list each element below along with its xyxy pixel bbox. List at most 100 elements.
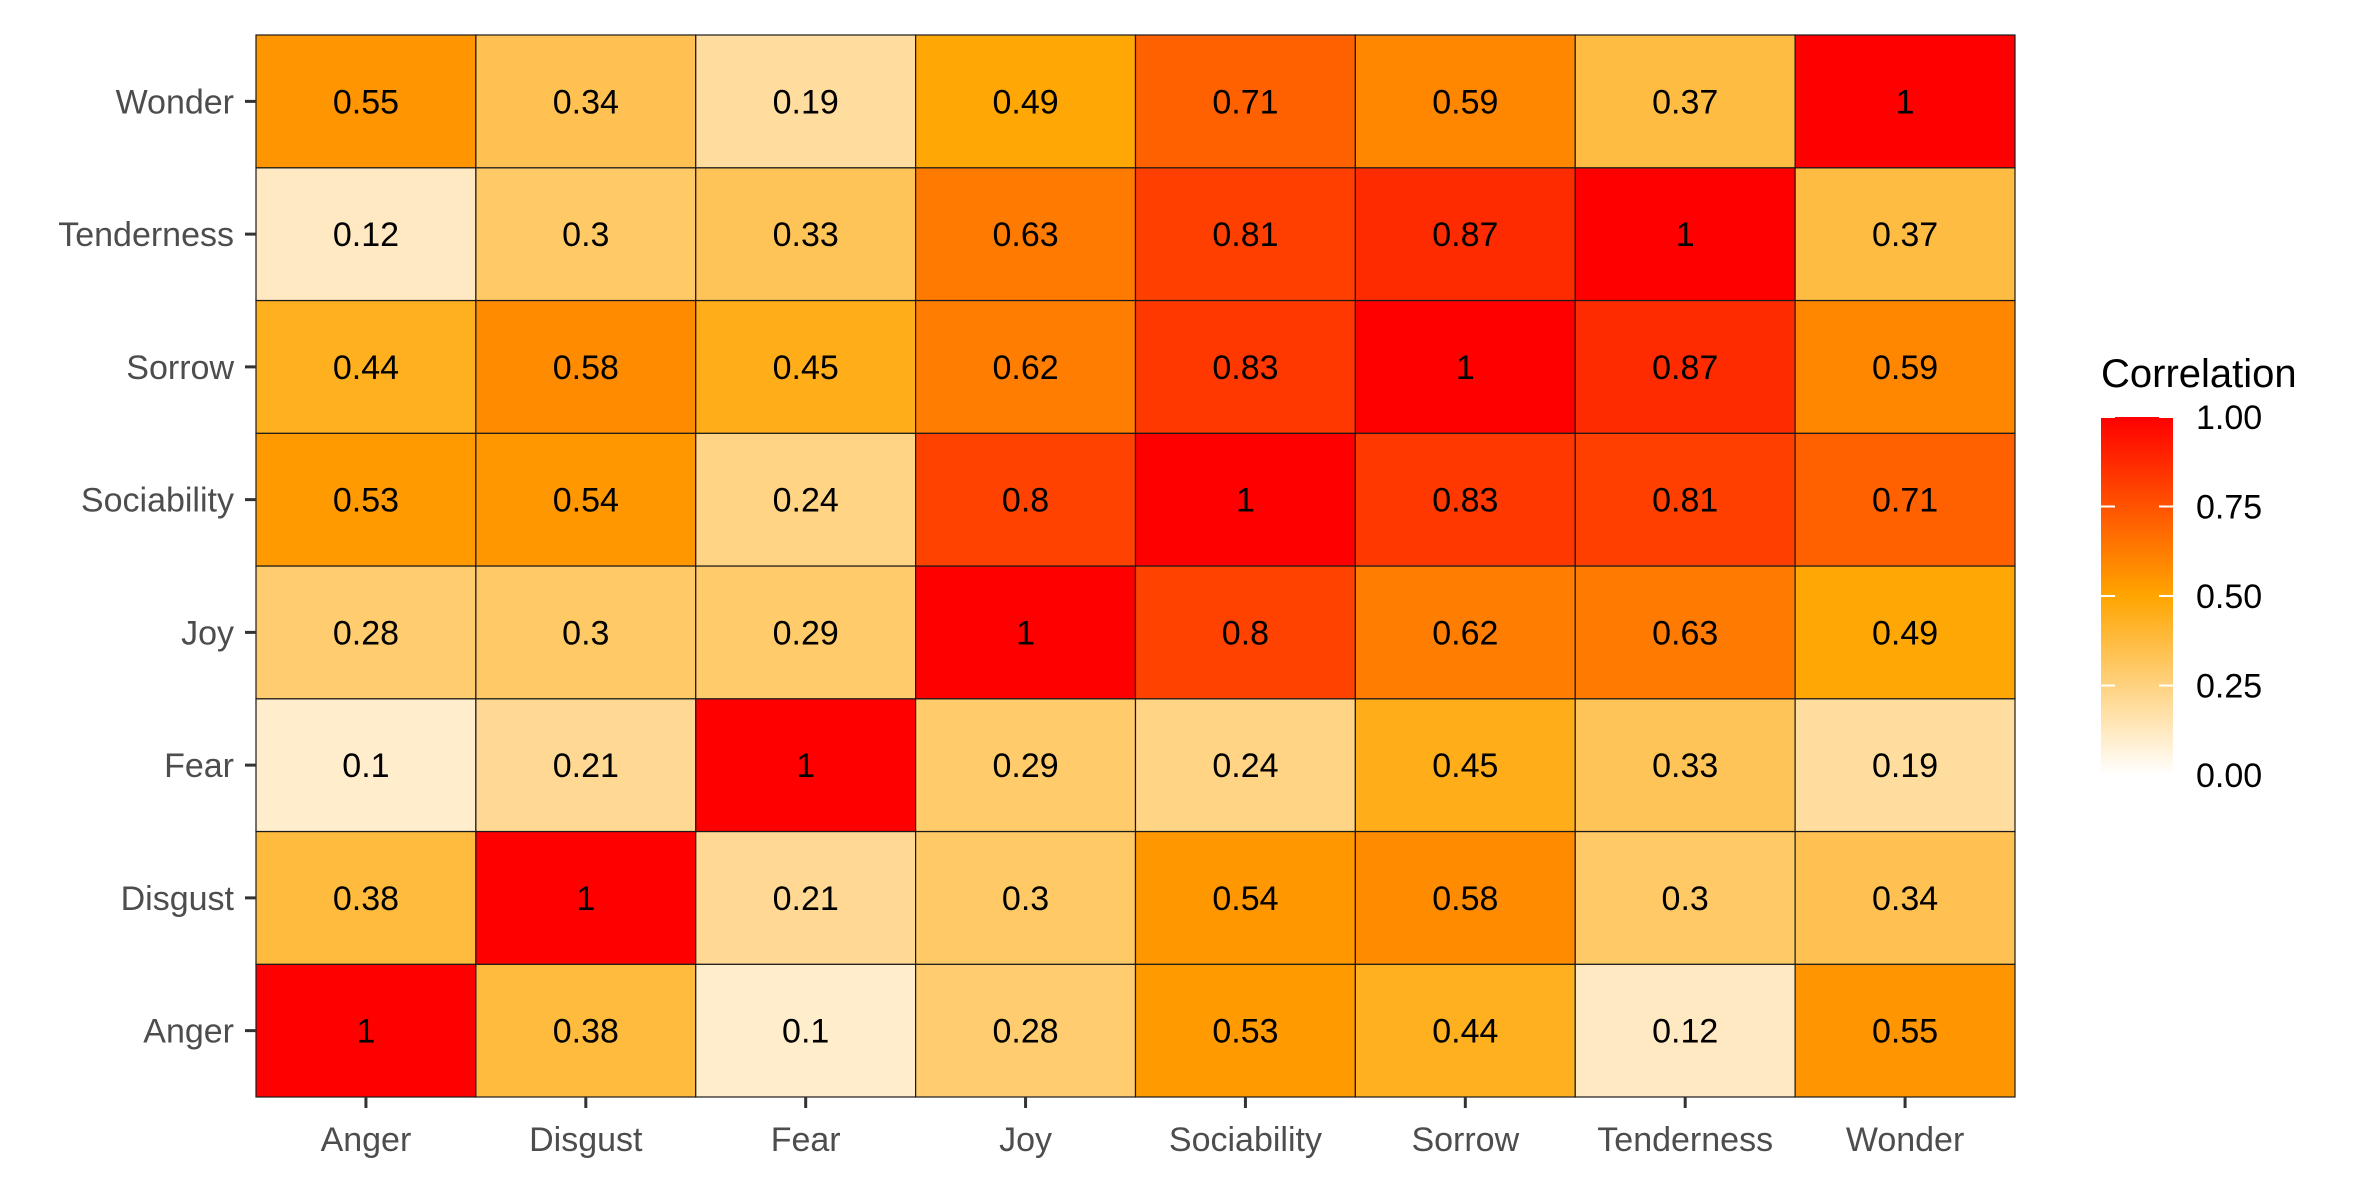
x-tick-label: Fear — [771, 1121, 841, 1159]
cell-value-label: 0.54 — [553, 482, 619, 520]
heatmap-cell-sorrow-wonder — [1794, 299, 2016, 434]
cell-value-label: 0.34 — [1872, 880, 1938, 918]
cell-value-label: 0.53 — [1212, 1013, 1278, 1051]
x-tick-label: Sociability — [1169, 1121, 1322, 1159]
heatmap-cell-joy-joy — [915, 565, 1137, 700]
x-tick-label: Wonder — [1846, 1121, 1964, 1159]
cell-value-label: 0.71 — [1212, 83, 1278, 121]
x-tick-label: Tenderness — [1597, 1121, 1773, 1159]
heatmap-cell-fear-tenderness — [1574, 698, 1796, 833]
cell-value-label: 0.34 — [553, 83, 619, 121]
x-tick-label: Sorrow — [1411, 1121, 1519, 1159]
heatmap-cell-fear-anger — [255, 698, 477, 833]
y-tick-label: Tenderness — [58, 216, 234, 254]
cell-value-label: 0.63 — [992, 216, 1058, 254]
cell-value-label: 0.1 — [782, 1013, 829, 1051]
cell-value-label: 1 — [576, 880, 595, 918]
cell-value-label: 0.8 — [1002, 482, 1049, 520]
cell-value-label: 0.59 — [1872, 349, 1938, 387]
cell-value-label: 0.54 — [1212, 880, 1278, 918]
cell-value-label: 0.19 — [773, 83, 839, 121]
legend-tick-label: 0.25 — [2196, 668, 2262, 706]
y-axis: Anger Disgust Fear Joy Sociability Sorrow Tend… — [58, 83, 256, 1051]
heatmap-cell-fear-sociability — [1134, 698, 1356, 833]
heatmap-cell-sociability-wonder — [1794, 432, 2016, 567]
legend-title: Correlation — [2101, 352, 2297, 396]
cell-value-label: 0.58 — [1432, 880, 1498, 918]
heatmap-cell-anger-sorrow — [1354, 963, 1576, 1098]
heatmap-cell-sociability-joy — [915, 432, 1137, 567]
heatmap-cell-wonder-fear — [695, 34, 917, 169]
legend-tick-label: 0.75 — [2196, 489, 2262, 527]
heatmap-cell-tenderness-sorrow — [1354, 167, 1576, 302]
heatmap-cell-wonder-tenderness — [1574, 34, 1796, 169]
cell-value-label: 0.29 — [992, 747, 1058, 785]
heatmap-cell-fear-fear — [695, 698, 917, 833]
y-tick-label: Joy — [181, 614, 234, 652]
cell-value-label: 0.8 — [1222, 614, 1269, 652]
heatmap-cell-wonder-disgust — [475, 34, 697, 169]
cell-value-label: 0.83 — [1432, 482, 1498, 520]
cell-value-label: 0.38 — [553, 1013, 619, 1051]
cell-value-label: 1 — [1896, 83, 1915, 121]
y-tick-label: Wonder — [116, 83, 234, 121]
legend-ticks: 1.00 0.75 0.50 0.25 0.00 — [2101, 399, 2262, 795]
heatmap-cell-sociability-sociability — [1134, 432, 1356, 567]
cell-value-label: 0.81 — [1652, 482, 1718, 520]
heatmap-cell-disgust-wonder — [1794, 830, 2016, 965]
heatmap-cell-fear-joy — [915, 698, 1137, 833]
heatmap-cell-fear-wonder — [1794, 698, 2016, 833]
cell-value-label: 0.21 — [553, 747, 619, 785]
heatmap-cell-sorrow-tenderness — [1574, 299, 1796, 434]
cell-value-label: 0.28 — [333, 614, 399, 652]
y-tick-label: Anger — [143, 1013, 234, 1051]
cell-value-label: 0.33 — [1652, 747, 1718, 785]
heatmap-cell-anger-anger — [255, 963, 477, 1098]
cell-value-label: 0.19 — [1872, 747, 1938, 785]
cell-value-label: 1 — [1016, 614, 1035, 652]
heatmap-cell-fear-disgust — [475, 698, 697, 833]
heatmap-cell-sociability-sorrow — [1354, 432, 1576, 567]
cell-value-label: 0.28 — [992, 1013, 1058, 1051]
heatmap-cell-sorrow-anger — [255, 299, 477, 434]
cell-value-label: 1 — [1236, 482, 1255, 520]
cell-value-label: 0.3 — [1002, 880, 1049, 918]
heatmap-cell-sociability-fear — [695, 432, 917, 567]
cell-value-label: 1 — [356, 1013, 375, 1051]
cell-value-label: 0.87 — [1432, 216, 1498, 254]
legend-tick-label: 0.50 — [2196, 578, 2262, 616]
cell-value-label: 0.45 — [773, 349, 839, 387]
heatmap-cell-disgust-disgust — [475, 830, 697, 965]
cell-value-label: 1 — [1456, 349, 1475, 387]
heatmap-cell-tenderness-sociability — [1134, 167, 1356, 302]
heatmap-cell-sociability-disgust — [475, 432, 697, 567]
cell-value-label: 0.1 — [342, 747, 389, 785]
cell-value-label: 0.44 — [1432, 1013, 1498, 1051]
heatmap-cell-tenderness-anger — [255, 167, 477, 302]
cell-value-label: 0.29 — [773, 614, 839, 652]
heatmap-cell-joy-tenderness — [1574, 565, 1796, 700]
cell-value-label: 0.3 — [1662, 880, 1709, 918]
heatmap-cell-sociability-tenderness — [1574, 432, 1796, 567]
cell-value-label: 0.21 — [773, 880, 839, 918]
cell-value-label: 1 — [1676, 216, 1695, 254]
cell-value-label: 0.55 — [1872, 1013, 1938, 1051]
heatmap-cell-joy-sociability — [1134, 565, 1356, 700]
heatmap-cell-wonder-joy — [915, 34, 1137, 169]
heatmap-cell-anger-joy — [915, 963, 1137, 1098]
heatmap-cells — [255, 34, 2016, 1098]
x-tick-label: Disgust — [529, 1121, 643, 1159]
cell-value-label: 0.59 — [1432, 83, 1498, 121]
y-tick-label: Sorrow — [126, 349, 234, 387]
heatmap-cell-anger-wonder — [1794, 963, 2016, 1098]
cell-value-label: 0.49 — [1872, 614, 1938, 652]
cell-value-label: 0.3 — [562, 216, 609, 254]
cell-value-label: 0.24 — [1212, 747, 1278, 785]
heatmap-cell-tenderness-tenderness — [1574, 167, 1796, 302]
cell-value-label: 0.83 — [1212, 349, 1278, 387]
cell-value-label: 0.12 — [1652, 1013, 1718, 1051]
x-axis: Anger Disgust Fear Joy Sociability Sorrow Tend… — [321, 1097, 1964, 1159]
cell-value-label: 0.58 — [553, 349, 619, 387]
